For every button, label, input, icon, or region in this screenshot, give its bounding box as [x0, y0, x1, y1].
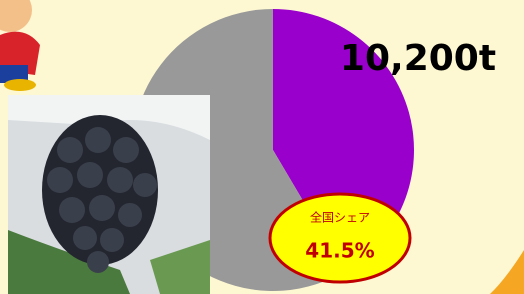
grape-photo	[8, 95, 210, 294]
annotation: 10,200t	[340, 38, 496, 79]
chart: 10,200t 全国シェア 41.5%	[0, 0, 524, 294]
page: {"chart_data": {"type": "pie", "series":…	[0, 0, 524, 294]
share-label: 全国シェア	[310, 210, 370, 225]
data-label: 41.5%	[305, 239, 374, 263]
